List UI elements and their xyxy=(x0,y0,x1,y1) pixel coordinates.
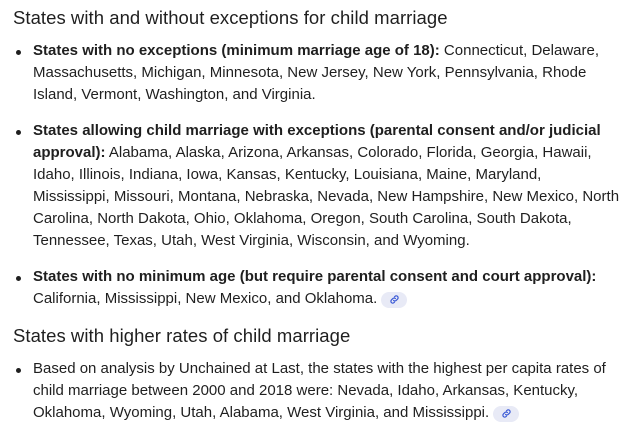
citation-link-button[interactable] xyxy=(493,405,520,422)
link-icon xyxy=(390,295,399,304)
section-heading-higher-rates: States with higher rates of child marria… xyxy=(13,325,351,346)
item-text: Based on analysis by Unchained at Last, … xyxy=(33,360,606,421)
citation-link-button[interactable] xyxy=(381,291,408,308)
link-icon xyxy=(502,409,511,418)
list-item: States with no minimum age (but require … xyxy=(13,266,622,310)
item-label: States allowing child marriage with exce… xyxy=(33,122,601,161)
item-text: Alabama, Alaska, Arizona, Arkansas, Colo… xyxy=(33,144,620,249)
exceptions-list: States with no exceptions (minimum marri… xyxy=(13,40,622,310)
item-text: Connecticut, Delaware, Massachusetts, Mi… xyxy=(33,42,600,103)
list-item: States allowing child marriage with exce… xyxy=(13,120,622,252)
list-item: Based on analysis by Unchained at Last, … xyxy=(13,358,622,424)
item-text: California, Mississippi, New Mexico, and… xyxy=(33,290,378,307)
item-label: States with no minimum age (but require … xyxy=(33,268,597,285)
section-heading-exceptions: States with and without exceptions for c… xyxy=(13,7,448,28)
list-item: States with no exceptions (minimum marri… xyxy=(13,40,622,106)
item-label: States with no exceptions (minimum marri… xyxy=(33,42,440,59)
higher-rates-list: Based on analysis by Unchained at Last, … xyxy=(13,358,622,424)
